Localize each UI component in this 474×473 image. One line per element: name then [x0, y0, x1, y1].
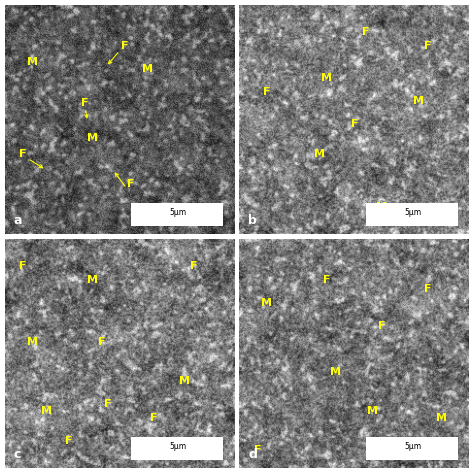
Bar [131, 438, 223, 460]
Bar [366, 203, 458, 226]
Text: M: M [27, 337, 38, 347]
Text: F: F [424, 284, 432, 294]
Text: 5μm: 5μm [404, 208, 421, 217]
Text: M: M [87, 275, 98, 285]
Text: M: M [436, 413, 447, 423]
Text: 5μm: 5μm [170, 208, 187, 217]
Text: F: F [424, 41, 432, 51]
Text: F: F [378, 321, 386, 331]
Text: F: F [82, 98, 89, 108]
Text: F: F [323, 275, 330, 285]
Text: F: F [98, 337, 105, 347]
Text: F: F [128, 179, 135, 189]
Text: F: F [19, 261, 27, 272]
Text: M: M [261, 298, 273, 308]
Text: M: M [367, 406, 378, 416]
Text: F: F [120, 41, 128, 51]
Text: M: M [142, 64, 153, 74]
Bar [131, 203, 223, 226]
Text: a: a [14, 214, 22, 227]
Text: M: M [376, 201, 387, 212]
Text: M: M [41, 406, 52, 416]
Text: F: F [351, 119, 358, 129]
Text: F: F [19, 149, 27, 159]
Text: 5μm: 5μm [170, 442, 187, 451]
Text: 5μm: 5μm [404, 442, 421, 451]
Text: M: M [87, 133, 98, 143]
Text: d: d [248, 448, 257, 461]
Text: b: b [248, 214, 257, 227]
Text: F: F [362, 27, 370, 37]
Text: M: M [330, 367, 341, 377]
Text: F: F [263, 87, 271, 97]
Text: M: M [314, 149, 325, 159]
Bar [366, 438, 458, 460]
Text: F: F [104, 399, 112, 409]
Text: c: c [14, 448, 21, 461]
Text: F: F [190, 261, 197, 272]
Text: M: M [27, 57, 38, 67]
Text: F: F [65, 436, 73, 446]
Text: M: M [179, 376, 190, 386]
Text: F: F [254, 445, 262, 455]
Text: M: M [413, 96, 424, 106]
Text: F: F [150, 413, 158, 423]
Text: M: M [321, 73, 332, 83]
